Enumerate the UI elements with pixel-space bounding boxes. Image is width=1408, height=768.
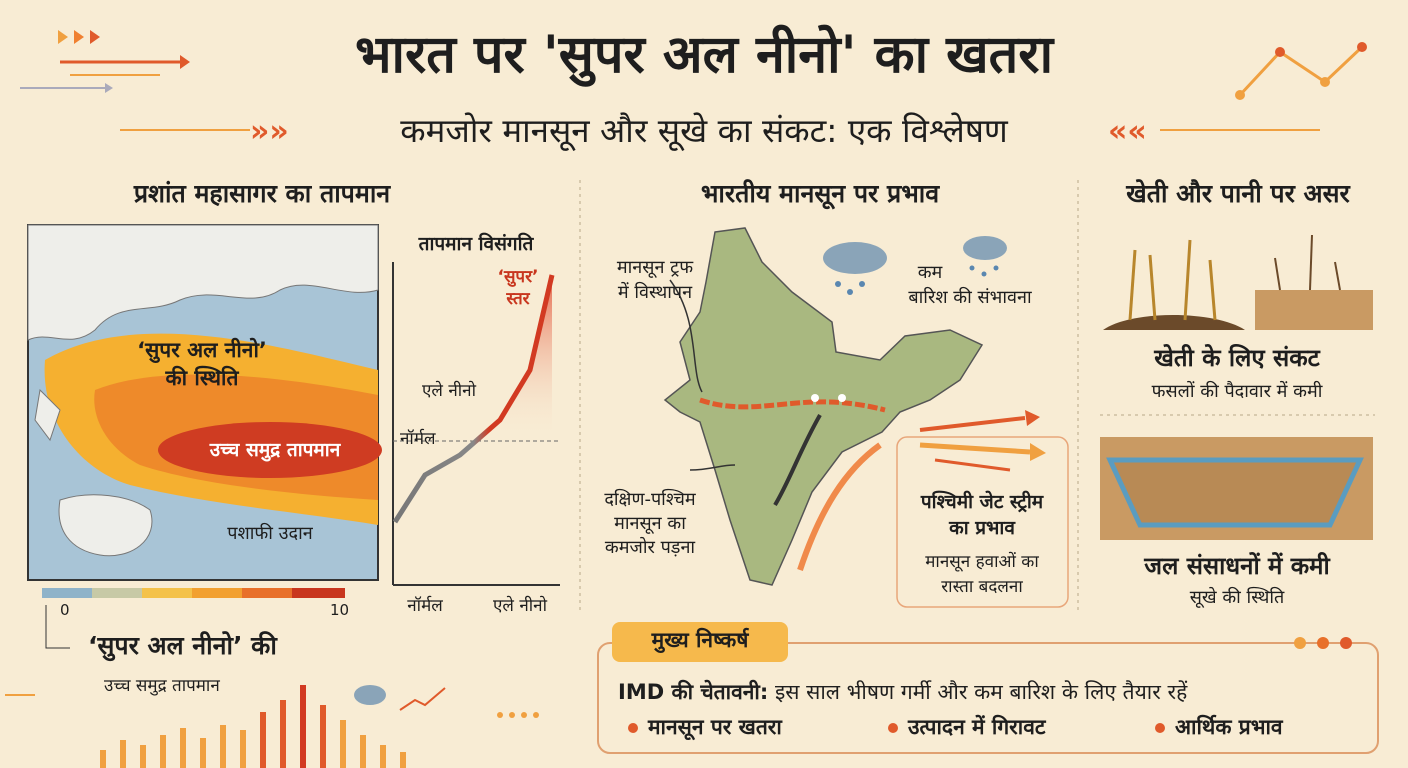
map-label: मानसून का (614, 513, 686, 534)
caption: ‘सुपर अल नीनो’ की (88, 631, 277, 660)
warning-text: इस साल भीषण गर्मी और कम बारिश के लिए तैय… (774, 680, 1188, 704)
impact-title: जल संसाधनों में कमी (1144, 552, 1330, 580)
map-label: की स्थिति (165, 366, 239, 390)
impact-text: सूखे की स्थिति (1189, 587, 1285, 608)
jet-title: का प्रभाव (949, 517, 1015, 539)
anomaly-label: नॉर्मल (400, 429, 436, 449)
header-arrows: »» «« (20, 30, 1367, 149)
findings-box (597, 622, 1379, 754)
pond-illustration (1100, 437, 1373, 540)
svg-text:»»: »» (250, 114, 289, 149)
finding-point: मानसून पर खतरा (648, 715, 782, 739)
x-label: नॉर्मल (407, 596, 443, 616)
x-label: एले नीनो (492, 596, 548, 616)
anomaly-chart (392, 262, 560, 586)
map-label: में विस्थापन (617, 282, 693, 303)
impact-title: खेती के लिए संकट (1154, 344, 1320, 372)
anomaly-title: तापमान विसंगति (418, 233, 534, 255)
findings-tag: मुख्य निष्कर्ष (651, 628, 749, 652)
india-map (663, 227, 1069, 608)
finding-point: उत्पादन में गिरावट (908, 715, 1046, 739)
warning: IMD की चेतावनी: इस साल भीषण गर्मी और कम … (618, 680, 1187, 704)
map-label: दक्षिण-पश्चिम (604, 489, 696, 510)
bottom-decoration (5, 685, 539, 768)
anomaly-label: स्तर (506, 289, 530, 309)
svg-text:««: «« (1108, 114, 1147, 149)
warning-label: IMD की चेतावनी: (618, 680, 769, 704)
pacific-map (27, 224, 382, 581)
section-heading: खेती और पानी पर असर (1126, 179, 1350, 208)
crops-illustration (1103, 234, 1373, 330)
map-label: पशाफी उदान (227, 523, 313, 544)
jet-text: मानसून हवाओं का (925, 552, 1039, 572)
map-label: उच्च समुद्र तापमान (209, 439, 341, 461)
section-heading: प्रशांत महासागर का तापमान (133, 179, 391, 208)
colorbar-max: 10 (330, 601, 350, 619)
map-label: कमजोर पड़ना (604, 537, 696, 558)
map-label: ‘सुपर अल नीनो’ (137, 338, 267, 362)
caption: उच्च समुद्र तापमान (104, 676, 220, 696)
anomaly-label: एले नीनो (422, 381, 477, 401)
jet-title: पश्चिमी जेट स्ट्रीम (920, 491, 1044, 513)
map-label: कम (917, 262, 943, 283)
map-label: बारिश की संभावना (908, 287, 1032, 308)
section-heading: भारतीय मानसून पर प्रभाव (700, 179, 940, 208)
title: भारत पर 'सुपर अल नीनो' का खतरा (354, 25, 1054, 85)
colorbar-min: 0 (60, 601, 70, 619)
map-label: मानसून ट्रफ (616, 257, 694, 278)
anomaly-label: ‘सुपर’ (497, 267, 539, 287)
separators (579, 180, 1375, 610)
jet-text: रास्ता बदलना (941, 577, 1023, 597)
colorbar (42, 588, 345, 649)
finding-point: आर्थिक प्रभाव (1175, 715, 1283, 739)
impact-text: फसलों की पैदावार में कमी (1151, 381, 1323, 402)
subtitle: कमजोर मानसून और सूखे का संकट: एक विश्लेष… (400, 111, 1008, 150)
